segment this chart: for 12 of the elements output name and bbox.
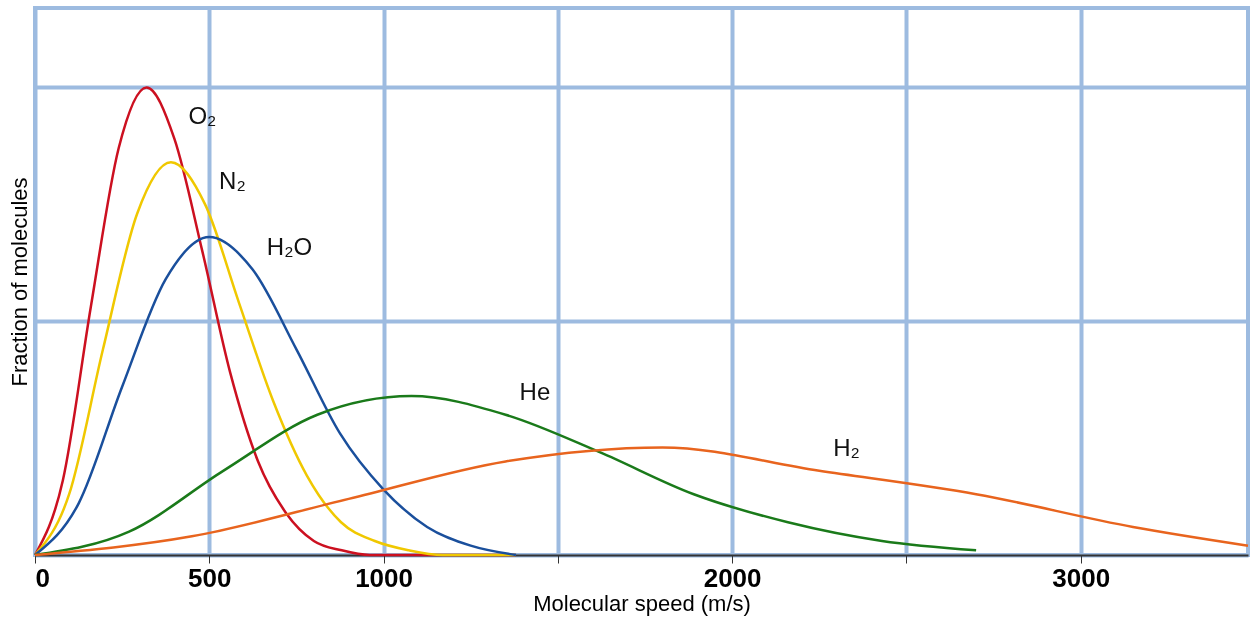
series-label: He xyxy=(519,377,551,405)
series-label: H₂O xyxy=(266,232,313,260)
x-tick-label: 1000 xyxy=(355,562,413,593)
series-label: H₂ xyxy=(833,433,860,461)
series-label: O₂ xyxy=(188,101,217,129)
x-tick-label: 2000 xyxy=(703,562,762,593)
x-axis-title: Molecular speed (m/s) xyxy=(533,590,751,616)
series-label: N₂ xyxy=(219,167,246,195)
y-axis-title: Fraction of molecules xyxy=(6,177,32,387)
x-tick-label: 0 xyxy=(35,562,50,593)
x-tick-label: 500 xyxy=(188,562,232,593)
x-tick-label: 3000 xyxy=(1052,562,1111,593)
